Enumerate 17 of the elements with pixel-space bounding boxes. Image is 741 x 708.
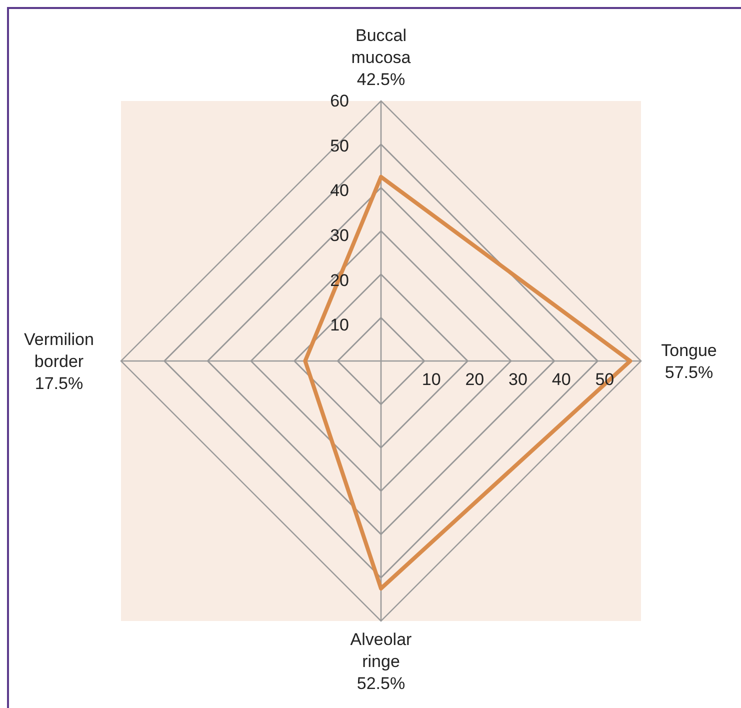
y-tick-label: 50 bbox=[330, 136, 349, 156]
spoke-label: Buccal mucosa bbox=[351, 26, 412, 67]
spoke-label: Vermilion border bbox=[24, 330, 94, 371]
y-tick-label: 40 bbox=[330, 181, 349, 200]
text: 17.5% bbox=[34, 374, 84, 393]
y-tick-label: 30 bbox=[330, 226, 349, 245]
spoke-label: Alveolar ringe bbox=[350, 630, 412, 671]
y-tick-label: 10 bbox=[422, 370, 441, 389]
y-tick-label: 10 bbox=[330, 316, 349, 335]
text: 57.5% bbox=[664, 363, 714, 382]
y-tick-label: 30 bbox=[508, 370, 528, 389]
text: 42.5% bbox=[356, 70, 406, 89]
y-tick-label: 40 bbox=[552, 370, 571, 389]
y-tick-label: 60 bbox=[330, 92, 349, 110]
y-tick-label: 20 bbox=[465, 370, 484, 389]
text: 52.5% bbox=[356, 674, 406, 693]
spoke-label: Tongue bbox=[661, 341, 717, 360]
